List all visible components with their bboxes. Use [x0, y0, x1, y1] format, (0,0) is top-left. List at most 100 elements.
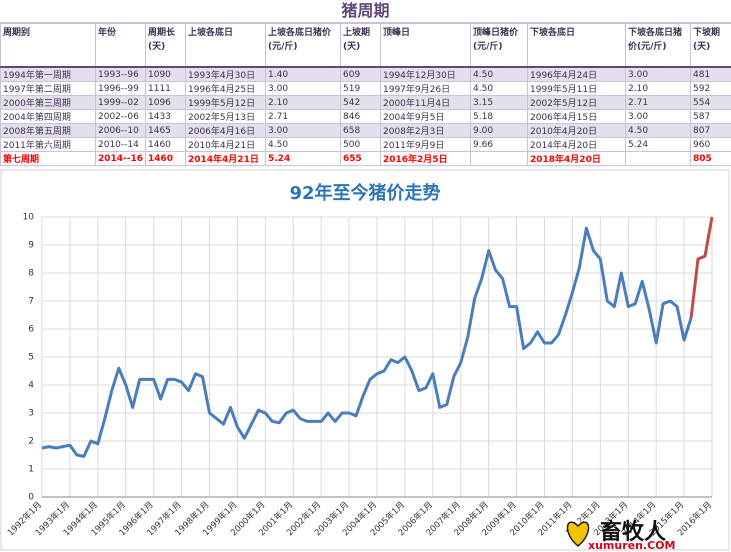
table-cell: 5.24	[265, 151, 341, 166]
table-cell: 554	[690, 95, 731, 110]
table-cell: 1090	[145, 66, 186, 82]
header-cell: 下坡期(天)	[690, 23, 731, 68]
table-cell: 542	[340, 95, 381, 110]
table-cell: 第七周期	[0, 151, 96, 166]
table-cell: 2008年第五周期	[0, 123, 96, 138]
table-cell	[625, 151, 691, 166]
header-row: 周期别 年份 周期长(天) 上坡各底日 上坡各底日猪价(元/斤) 上坡期(天) 顶峰日 顶峰日…	[0, 23, 731, 68]
chart-frame	[0, 169, 730, 551]
table-row: 1997年第二周期 1996--99 1111 1996年4月25日 3.00 519 19…	[0, 81, 731, 96]
y-tick-label: 1	[28, 465, 34, 475]
table-cell: 2000年第三周期	[0, 95, 96, 110]
header-cell: 下坡各底日	[527, 23, 626, 68]
header-cell: 上坡期(天)	[340, 23, 381, 68]
y-tick-label: 10	[23, 213, 35, 223]
table-cell: 2010年4月20日	[527, 123, 626, 138]
table-cell: 2011年9月9日	[380, 137, 471, 152]
table-cell: 1433	[145, 109, 186, 124]
table-cell: 3.00	[625, 109, 691, 124]
table-row: 第七周期 2014--16 1460 2014年4月21日 5.24 655 2016年2月…	[0, 151, 731, 166]
table-cell: 2000年11月4日	[380, 95, 471, 110]
table-cell: 1460	[145, 151, 186, 166]
table-cell: 2002年5月12日	[527, 95, 626, 110]
table-cell: 3.00	[625, 66, 691, 82]
table-cell: 1994年12月30日	[380, 66, 471, 82]
line-series	[689, 216, 714, 318]
table-cell: 2004年9月5日	[380, 109, 471, 124]
table-cell: 2008年2月3日	[380, 123, 471, 138]
y-tick-label: 4	[28, 381, 34, 391]
logo-heart	[566, 521, 590, 547]
table-row: 1994年第一周期 1993--96 1090 1993年4月30日 1.40 609 19…	[0, 66, 731, 82]
table-cell: 658	[340, 123, 381, 138]
table-cell: 807	[690, 123, 731, 138]
table-cell: 2006年4月16日	[185, 123, 266, 138]
chart: 92年至今猪价走势 0123456789101992年1月1993年1月1994…	[0, 169, 730, 552]
table-cell: 1996年4月25日	[185, 81, 266, 96]
table-cell: 2.10	[625, 81, 691, 96]
y-tick-label: 5	[28, 353, 34, 363]
table-cell: 5.24	[625, 137, 691, 152]
header-cell: 顶峰日猪价(元/斤)	[470, 23, 528, 68]
table-cell: 1993年4月30日	[185, 66, 266, 82]
cycle-table: 周期别 年份 周期长(天) 上坡各底日 上坡各底日猪价(元/斤) 上坡期(天) 顶峰日 顶峰日…	[0, 23, 731, 166]
table-cell: 2004年第四周期	[0, 109, 96, 124]
logo: 畜牧人 xumuren.COM	[566, 519, 675, 552]
table-cell: 1997年第二周期	[0, 81, 96, 96]
header-cell: 顶峰日	[380, 23, 471, 68]
table-cell: 2010--14	[95, 137, 146, 152]
table-cell: 5.18	[470, 109, 528, 124]
table-cell: 481	[690, 66, 731, 82]
table-cell: 655	[340, 151, 381, 166]
table-cell: 2014年4月21日	[185, 151, 266, 166]
logo-site: xumuren.COM	[588, 539, 675, 552]
line-series	[41, 226, 693, 458]
table-cell: 805	[690, 151, 731, 166]
table-cell: 1999--02	[95, 95, 146, 110]
header-cell: 上坡各底日	[185, 23, 266, 68]
table-cell: 9.00	[470, 123, 528, 138]
table-cell: 2006年4月15日	[527, 109, 626, 124]
table-row: 2004年第四周期 2002--06 1433 2002年5月13日 2.71 846 20…	[0, 109, 731, 124]
table-cell: 3.00	[265, 123, 341, 138]
table-cell: 1111	[145, 81, 186, 96]
table-cell: 500	[340, 137, 381, 152]
table-cell: 1096	[145, 95, 186, 110]
table-cell: 1.40	[265, 66, 341, 82]
table-cell: 960	[690, 137, 731, 152]
table-cell: 1460	[145, 137, 186, 152]
table-row: 2008年第五周期 2006--10 1465 2006年4月16日 3.00 658 20…	[0, 123, 731, 138]
table-cell	[470, 151, 528, 166]
table-cell: 2014年4月20日	[527, 137, 626, 152]
table-cell: 1999年5月12日	[185, 95, 266, 110]
header-cell: 下坡各底日猪价(元/斤)	[625, 23, 691, 68]
table-cell: 609	[340, 66, 381, 82]
y-tick-label: 3	[28, 409, 34, 419]
y-tick-label: 9	[28, 241, 34, 251]
table-cell: 587	[690, 109, 731, 124]
table-cell: 4.50	[470, 81, 528, 96]
y-tick-label: 2	[28, 437, 34, 447]
table-row: 2000年第三周期 1999--02 1096 1999年5月12日 2.10 542 20…	[0, 95, 731, 110]
table-cell: 4.50	[470, 66, 528, 82]
table-cell: 2010年4月21日	[185, 137, 266, 152]
y-tick-label: 0	[28, 493, 34, 503]
logo-name: 畜牧人	[600, 519, 666, 545]
header-cell: 周期别	[0, 23, 96, 68]
header-cell: 上坡各底日猪价(元/斤)	[265, 23, 341, 68]
y-tick-label: 6	[28, 325, 34, 335]
table-title: 猪周期	[0, 0, 731, 23]
table-cell: 2002--06	[95, 109, 146, 124]
table-cell: 2018年4月20日	[527, 151, 626, 166]
table-cell: 519	[340, 81, 381, 96]
header-cell: 周期长(天)	[145, 23, 186, 68]
table-cell: 592	[690, 81, 731, 96]
table-cell: 1999年5月11日	[527, 81, 626, 96]
table-cell: 1994年第一周期	[0, 66, 96, 82]
table-cell: 2.71	[265, 109, 341, 124]
header-cell: 年份	[95, 23, 146, 68]
table-cell: 846	[340, 109, 381, 124]
y-tick-label: 8	[28, 269, 34, 279]
table-cell: 1996--99	[95, 81, 146, 96]
